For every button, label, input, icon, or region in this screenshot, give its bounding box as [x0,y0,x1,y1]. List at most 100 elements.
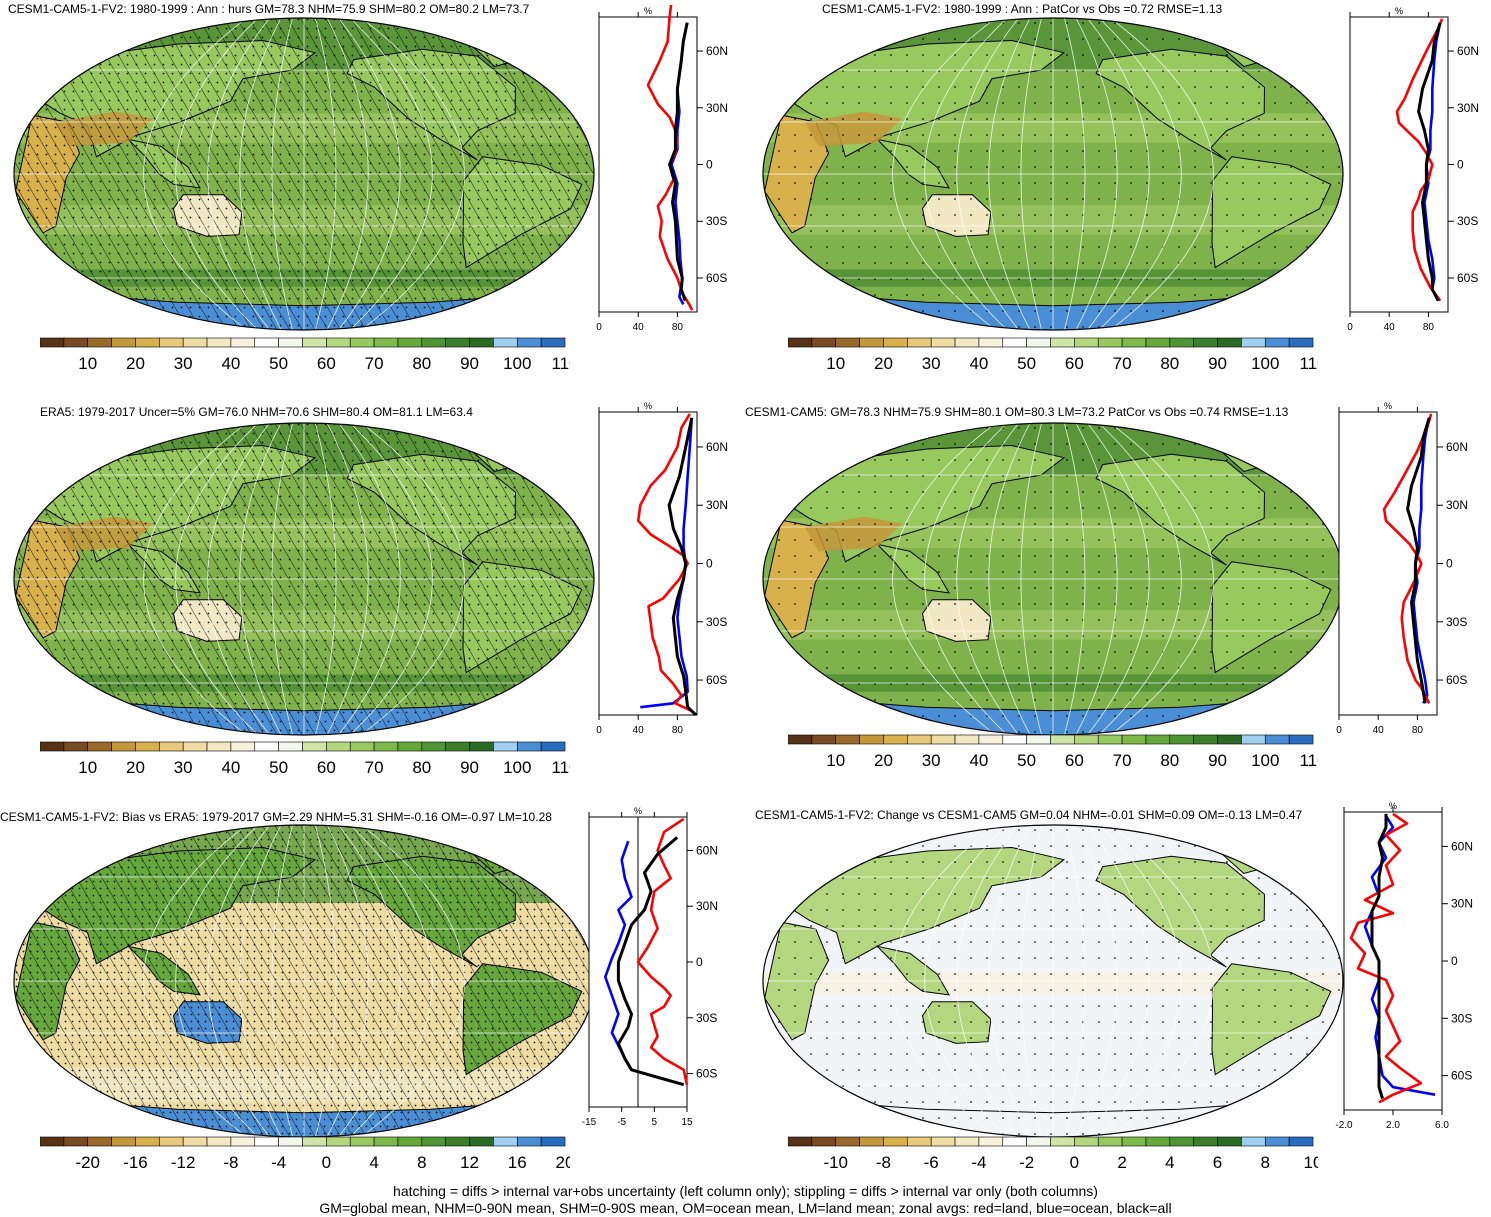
colorbar-swatch [135,1136,160,1147]
colorbar-swatch [930,337,956,348]
colorbar-tick-label: -6 [924,1153,939,1172]
colorbar: -20 -16 -12 -8 -4 0 4 8 12 16 20 [40,1136,570,1172]
profile-all-line [668,22,689,302]
colorbar-swatch [1145,734,1171,745]
profile-y-tick-label: 0 [696,955,703,969]
colorbar-swatch [1121,734,1147,745]
colorbar-tick-label: 70 [365,354,384,373]
colorbar-swatch [421,337,446,348]
profile-y-tick-label: 60N [706,44,728,58]
colorbar-swatch [469,1136,494,1147]
colorbar-tick-label: 90 [1208,751,1227,770]
colorbar-swatch [811,337,837,348]
profile-unit-label: % [634,806,642,816]
profile-unit-label: % [1395,6,1403,16]
profile-x-tick-label: -15 [582,1117,597,1128]
colorbar-swatch [1097,734,1123,745]
colorbar-swatch [540,337,566,348]
colorbar-swatch [445,1136,470,1147]
colorbar-tick-label: 90 [460,354,479,373]
colorbar-tick-label: 80 [1160,751,1179,770]
colorbar-swatch [883,1136,908,1147]
colorbar-swatch [254,741,279,752]
profile-y-tick-label: 60N [1446,440,1468,454]
profile-y-tick-label: 30N [696,899,718,913]
colorbar-tick-label: 100 [503,354,531,373]
colorbar-swatch [930,734,956,745]
colorbar-swatch [206,741,232,752]
colorbar-tick-label: 110 [1299,751,1318,770]
colorbar-swatch [1264,1136,1290,1147]
colorbar: -10 -8 -6 -4 -2 0 2 4 6 8 10 [788,1136,1318,1172]
colorbar-swatch [516,1136,542,1147]
colorbar-tick-label: 6 [1213,1153,1222,1172]
zonal-average-profile: % 60N 30N 0 30S 60S -2.0 2.0 6.0 [1335,801,1473,1131]
colorbar-tick-label: -8 [876,1153,891,1172]
colorbar-swatch [206,1136,232,1147]
profile-all-line [1406,417,1431,704]
profile-y-tick-label: 60N [706,440,728,454]
colorbar-swatch [397,1136,423,1147]
profile-y-tick-label: 30S [706,615,727,629]
world-map [13,824,595,1138]
profile-x-tick-label: -2.0 [1335,1120,1353,1131]
profile-y-tick-label: 60S [1457,271,1478,285]
colorbar-swatch [1217,337,1242,348]
colorbar-swatch [835,734,860,745]
colorbar-swatch [182,337,208,348]
colorbar-swatch [230,1136,256,1147]
colorbar-tick-label: 12 [460,1153,479,1172]
profile-x-tick-label: 0 [596,725,602,736]
colorbar-swatch [883,734,908,745]
colorbar-swatch [1026,734,1051,745]
colorbar: 10 20 30 40 50 60 70 80 90 100 110 [788,734,1318,770]
colorbar-swatch [373,1136,399,1147]
colorbar-swatch [1241,1136,1266,1147]
footer-line-2: GM=global mean, NHM=0-90N mean, SHM=0-90… [319,1200,1172,1216]
colorbar-swatch [1193,337,1218,348]
colorbar-swatch [111,741,136,752]
profile-y-tick-label: 30S [696,1011,717,1025]
profile-y-tick-label: 0 [706,557,713,571]
colorbar-swatch [1097,1136,1123,1147]
colorbar-tick-label: 100 [503,758,531,777]
colorbar-tick-label: 20 [556,1153,570,1172]
colorbar-tick-label: 50 [1017,751,1036,770]
colorbar-swatch [40,337,65,348]
colorbar-swatch [278,1136,303,1147]
colorbar-tick-label: 70 [1113,751,1132,770]
profile-y-tick-label: 0 [1446,557,1453,571]
footer-line-1: hatching = diffs > internal var+obs unce… [393,1183,1098,1199]
colorbar-swatch [63,741,89,752]
colorbar: 10 20 30 40 50 60 70 80 90 100 110 [788,337,1318,373]
colorbar-swatch [40,1136,65,1147]
colorbar-swatch [540,741,566,752]
colorbar-swatch [278,741,303,752]
colorbar-swatch [811,1136,837,1147]
profile-y-tick-label: 30N [1451,897,1473,911]
profile-x-tick-label: 80 [672,725,684,736]
colorbar-tick-label: -4 [971,1153,986,1172]
colorbar-swatch [230,741,256,752]
colorbar-swatch [421,741,446,752]
colorbar-swatch [1026,337,1051,348]
colorbar-swatch [1074,1136,1099,1147]
colorbar-swatch [159,1136,184,1147]
colorbar-tick-label: 30 [922,354,941,373]
colorbar-swatch [1002,734,1027,745]
zonal-average-profile: % 60N 30N 0 30S 60S 0 40 80 [1336,401,1468,736]
colorbar-tick-label: 110 [551,758,570,777]
colorbar-swatch [1002,337,1027,348]
colorbar-swatch [111,337,136,348]
colorbar-swatch [493,1136,518,1147]
panel-title: CESM1-CAM5-1-FV2: Change vs CESM1-CAM5 G… [755,808,1303,822]
profile-x-tick-label: 40 [633,725,645,736]
colorbar-swatch [1169,337,1194,348]
colorbar-swatch [206,337,232,348]
colorbar-tick-label: 80 [1160,354,1179,373]
colorbar-swatch [421,1136,446,1147]
profile-y-tick-label: 30S [1446,615,1467,629]
colorbar-tick-label: 2 [1117,1153,1126,1172]
colorbar-tick-label: -10 [823,1153,848,1172]
colorbar-swatch [349,337,375,348]
